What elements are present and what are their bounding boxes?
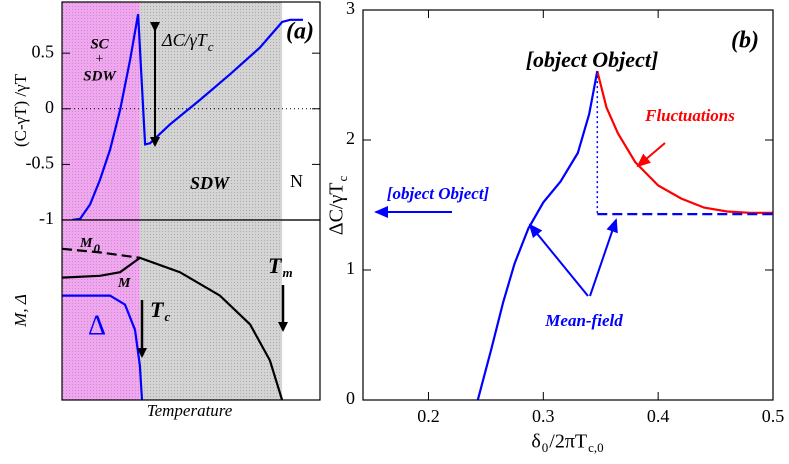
annotation: SDW [190, 173, 231, 193]
x-axis-label: Temperature [147, 401, 233, 420]
annotation-text: T [150, 297, 165, 322]
series-label: Fluctuations [644, 106, 735, 125]
region-texture [62, 2, 140, 220]
panel-label: (a) [286, 19, 314, 45]
y-tick-label: 2 [346, 128, 355, 148]
annotation: N [290, 171, 303, 191]
plots: 0.5 0 -0.5 -1 0 1 2 3 0.2 0.3 0.4 0.5 (a) (b) Mean-fie… [26, 0, 785, 426]
series-label: Mean-field [544, 311, 623, 330]
series-line [476, 70, 599, 401]
x-axis-label: δ 0/2πT c,0 [531, 431, 603, 455]
series-label-text: Δ [88, 310, 106, 341]
y-axis-label: ΔC/γTc [326, 175, 350, 235]
x-axis-label-text: δ [531, 431, 540, 453]
mf-arrow [528, 223, 589, 297]
annotation: SC [90, 36, 109, 52]
series-label: Δ [88, 310, 106, 341]
series-label-text: M [117, 276, 131, 291]
panel-label: (b) [731, 28, 759, 54]
x-tick-label: 0.4 [647, 406, 670, 426]
mf-arrow [589, 218, 618, 297]
fluct-arrow [636, 142, 666, 168]
annotation-text: SDW [83, 68, 117, 84]
y-tick-label: 0.5 [32, 41, 55, 61]
series-line [62, 294, 144, 401]
series-line [61, 256, 284, 401]
y-axis-label-sub: c [335, 175, 350, 181]
y-tick-label: -1 [39, 208, 54, 228]
y-axis-label: (C-γT) /γT [11, 73, 30, 147]
annotation: SDW [83, 68, 117, 84]
annotation: [object Object] [387, 184, 490, 203]
y-axis-label-text: (C-γT) /γT [11, 73, 30, 147]
series-label-sub: 0 [93, 241, 100, 256]
x-axis-label-text: Temperature [147, 401, 233, 420]
y-axis-label: M, Δ [11, 294, 30, 328]
annotation-text: SC [90, 36, 109, 52]
y-tick-label: -0.5 [26, 153, 55, 173]
annotation-sub: c [208, 39, 214, 54]
annotation: + [96, 52, 104, 67]
x-axis-label-text: /2πT [549, 431, 587, 453]
annotation-text: ΔC/γT [161, 30, 209, 50]
series-label: M [117, 276, 131, 291]
y-tick-label: 1 [346, 258, 355, 278]
annotation-sub: c [164, 309, 170, 324]
annotation-text: T [268, 253, 283, 278]
series-line [71, 14, 303, 222]
annotation: [object Object] [526, 47, 659, 72]
annotation: ΔC/γT c [161, 30, 214, 54]
y-tick-label: 3 [346, 0, 355, 18]
plot-frame [61, 219, 321, 401]
region-texture [139, 2, 283, 220]
y-axis-label-text: M, Δ [11, 294, 30, 328]
annotation-text: + [96, 52, 104, 67]
y-axis-label-text: ΔC/γT [326, 182, 348, 235]
annotation-text: SDW [190, 173, 231, 193]
series-line [61, 247, 141, 259]
annotation-sub: m [282, 265, 292, 280]
x-tick-label: 0.2 [417, 406, 440, 426]
series-line [596, 70, 773, 214]
x-tick-label: 0.3 [532, 406, 555, 426]
y-tick-label: 0 [346, 388, 355, 408]
x-tick-label: 0.5 [762, 406, 785, 426]
x-axis-label-sub: 0 [542, 440, 549, 455]
x-axis-label-sub: c,0 [588, 440, 604, 455]
arrows [137, 22, 666, 358]
plot-frame [362, 9, 774, 401]
series-label-text: M [79, 236, 93, 251]
y-tick-label: 0 [45, 97, 54, 117]
region-texture [139, 220, 283, 400]
annotation-text: N [290, 171, 303, 191]
